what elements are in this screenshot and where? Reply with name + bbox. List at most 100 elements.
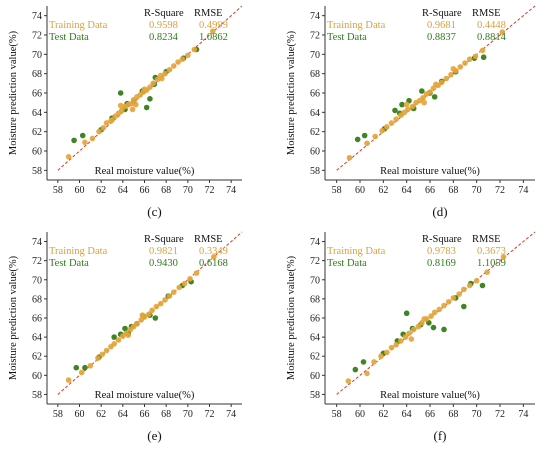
training-point bbox=[99, 351, 106, 358]
y-tick-label: 64 bbox=[310, 108, 320, 119]
training-point bbox=[450, 295, 457, 301]
test-point bbox=[73, 364, 80, 371]
x-tick-label: 72 bbox=[205, 185, 215, 196]
training-point bbox=[157, 300, 164, 307]
training-point bbox=[378, 353, 384, 360]
training-point bbox=[345, 378, 352, 384]
training-point bbox=[421, 99, 427, 106]
training-point bbox=[139, 312, 146, 318]
training-point bbox=[147, 84, 153, 90]
y-tick-label: 66 bbox=[310, 314, 320, 325]
training-point bbox=[472, 53, 479, 60]
training-point bbox=[384, 349, 390, 356]
training-point bbox=[372, 133, 378, 140]
stat-header-rmse: RMSE bbox=[194, 234, 223, 245]
training-point bbox=[141, 86, 148, 92]
y-tick-label: 64 bbox=[310, 333, 320, 344]
training-point bbox=[438, 79, 445, 86]
x-tick-label: 70 bbox=[183, 185, 193, 196]
training-point bbox=[410, 326, 417, 333]
training-point bbox=[479, 47, 486, 54]
training-point bbox=[78, 369, 85, 376]
test-point bbox=[152, 315, 159, 321]
stat-header-rmse: RMSE bbox=[194, 8, 223, 19]
test-point bbox=[399, 101, 405, 108]
stat-header-r2: R-Square bbox=[422, 234, 462, 245]
training-point bbox=[388, 344, 395, 351]
x-axis-title: Real moisture value(%) bbox=[95, 390, 195, 401]
x-tick-label: 74 bbox=[518, 409, 528, 420]
training-point bbox=[364, 140, 370, 147]
training-r2: 0.9681 bbox=[427, 20, 456, 31]
training-point bbox=[125, 332, 132, 339]
reference-line bbox=[336, 231, 536, 395]
training-point bbox=[170, 63, 177, 69]
training-point bbox=[456, 291, 462, 297]
x-axis-title: Real moisture value(%) bbox=[380, 390, 480, 401]
training-point bbox=[103, 347, 110, 354]
training-point bbox=[457, 64, 464, 70]
training-point bbox=[415, 323, 422, 330]
test-point bbox=[354, 136, 361, 143]
training-point bbox=[408, 336, 415, 342]
y-tick-label: 58 bbox=[310, 390, 320, 401]
panel-label: (c) bbox=[147, 204, 161, 219]
training-r2: 0.9598 bbox=[149, 20, 178, 31]
x-tick-label: 62 bbox=[96, 409, 106, 420]
y-tick-label: 64 bbox=[32, 333, 42, 344]
legend-test-label: Test Data bbox=[49, 32, 89, 43]
chart-panel: 58 60 62 64 66 68 70 72 74 58 60 62 64 66 68 70 72 74 Real… bbox=[286, 5, 536, 219]
x-tick-label: 74 bbox=[226, 409, 236, 420]
y-tick-label: 58 bbox=[32, 390, 42, 401]
y-tick-label: 62 bbox=[310, 127, 320, 138]
y-tick-label: 68 bbox=[32, 294, 42, 305]
y-tick-label: 66 bbox=[32, 89, 42, 100]
test-point bbox=[111, 334, 117, 340]
test-point bbox=[143, 104, 150, 111]
training-point bbox=[111, 341, 117, 347]
x-tick-label: 62 bbox=[96, 185, 106, 196]
y-tick-label: 62 bbox=[32, 127, 42, 138]
x-tick-label: 66 bbox=[140, 409, 150, 420]
training-point bbox=[466, 282, 473, 289]
training-rmse: 0.4448 bbox=[477, 20, 506, 31]
legend-training-label: Training Data bbox=[327, 246, 386, 257]
y-tick-label: 72 bbox=[32, 31, 42, 42]
training-point bbox=[209, 28, 216, 34]
test-point bbox=[361, 132, 368, 139]
test-point bbox=[71, 137, 77, 144]
x-tick-label: 62 bbox=[378, 409, 388, 420]
training-point bbox=[461, 286, 467, 293]
training-point bbox=[450, 66, 457, 72]
y-tick-label: 58 bbox=[310, 166, 320, 177]
legend-test-label: Test Data bbox=[327, 32, 367, 43]
test-point bbox=[82, 364, 88, 371]
y-tick-label: 62 bbox=[310, 352, 320, 363]
training-point bbox=[181, 280, 188, 287]
training-rmse: 0.3349 bbox=[199, 246, 228, 257]
y-tick-label: 60 bbox=[32, 371, 42, 382]
x-tick-label: 68 bbox=[448, 409, 458, 420]
x-tick-label: 68 bbox=[161, 409, 171, 420]
test-point bbox=[419, 88, 425, 94]
training-point bbox=[185, 52, 191, 59]
x-tick-label: 64 bbox=[118, 185, 128, 196]
y-tick-label: 70 bbox=[310, 275, 320, 286]
test-r2: 0.8169 bbox=[427, 258, 456, 269]
training-point bbox=[421, 316, 427, 322]
training-point bbox=[211, 254, 217, 260]
training-rmse: 0.4999 bbox=[199, 20, 228, 31]
y-tick-label: 74 bbox=[32, 11, 42, 22]
test-r2: 0.9430 bbox=[149, 258, 178, 269]
y-tick-label: 68 bbox=[32, 69, 42, 80]
training-point bbox=[499, 29, 506, 35]
training-point bbox=[82, 139, 88, 146]
test-point bbox=[360, 359, 367, 365]
x-tick-label: 60 bbox=[75, 185, 85, 196]
test-rmse: 1.0862 bbox=[199, 32, 228, 43]
x-tick-label: 70 bbox=[472, 185, 482, 196]
x-tick-label: 72 bbox=[495, 185, 505, 196]
stat-header-rmse: RMSE bbox=[472, 234, 501, 245]
stat-header-r2: R-Square bbox=[144, 234, 184, 245]
